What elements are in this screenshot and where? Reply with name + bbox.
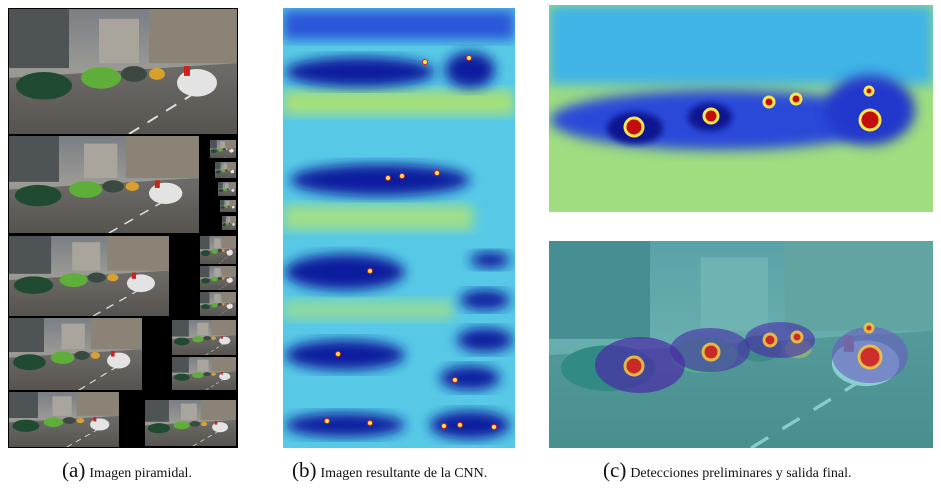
detection-heatmap [549, 5, 933, 212]
caption-b: (b) Imagen resultante de la CNN. [292, 458, 487, 483]
final-output [549, 241, 933, 448]
caption-text: Detecciones preliminares y salida final. [630, 466, 851, 481]
caption-a: (a) Imagen piramidal. [62, 458, 192, 483]
caption-label: (a) [62, 458, 85, 482]
caption-label: (b) [292, 458, 317, 482]
caption-text: Imagen resultante de la CNN. [321, 466, 488, 481]
cnn-heatmap [283, 8, 515, 448]
caption-text: Imagen piramidal. [89, 466, 192, 481]
figure-graphics [0, 0, 941, 491]
caption-c: (c) Detecciones preliminares y salida fin… [603, 458, 852, 483]
caption-label: (c) [603, 458, 626, 482]
figure: (a) Imagen piramidal. (b) Imagen resultant… [0, 0, 941, 491]
pyramid-image [8, 8, 238, 448]
